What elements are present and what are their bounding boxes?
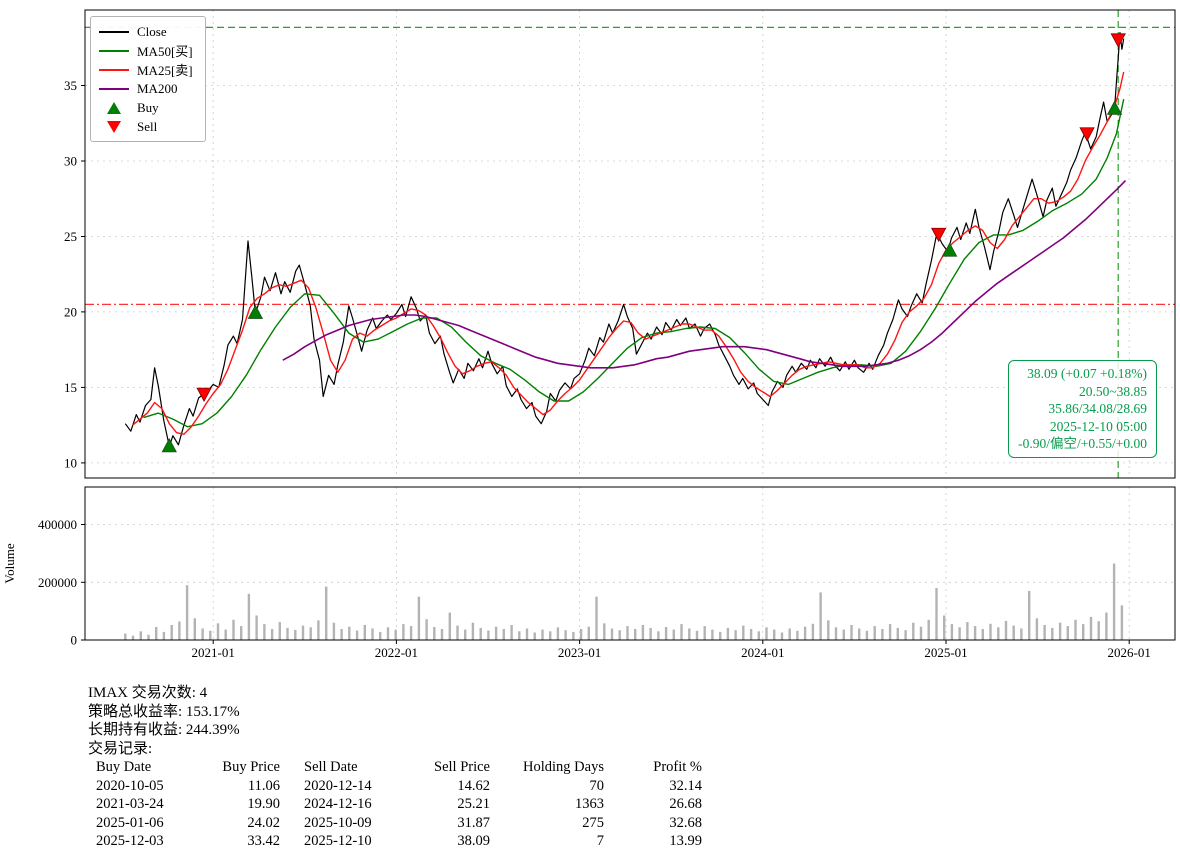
svg-text:25: 25: [64, 229, 77, 244]
trade-record-cell: 2025-01-06: [96, 814, 164, 831]
trade-record-cell: 2021-03-24: [96, 796, 164, 812]
buy-markers: [161, 100, 1123, 453]
trade-record-cell: 26.68: [669, 796, 702, 812]
trade-table-header: Buy Date Buy Price Sell Date Sell Price Hold…: [92, 758, 718, 777]
svg-text:2026-01: 2026-01: [1108, 645, 1151, 660]
trade-records-table: Buy Date Buy Price Sell Date Sell Price Hold…: [92, 758, 718, 851]
trade-table-col-header: Sell Price: [434, 759, 490, 775]
trade-record-row: 2020-10-05 11.06 2020-12-14 14.62 70 32.14: [92, 777, 718, 796]
hold-return-line: 长期持有收益: 244.39%: [88, 722, 240, 738]
svg-text:2023-01: 2023-01: [558, 645, 601, 660]
annotation-line: 35.86/34.08/28.69: [1048, 401, 1147, 416]
volume-plot-border: [84, 486, 1176, 641]
trade-record-cell: 1363: [575, 796, 604, 812]
trade-record-cell: 70: [589, 777, 605, 794]
trade-record-cell: 25.21: [457, 796, 490, 812]
annotation-line: -0.90/偏空/+0.55/+0.00: [1018, 436, 1147, 451]
series-line-1: [143, 98, 1125, 428]
legend-item: Buy: [99, 98, 193, 117]
trade-table-col-header: Holding Days: [523, 759, 604, 775]
legend-label: MA200: [137, 80, 178, 96]
legend: Close MA50[买] MA25[卖] MA200 Buy Sell: [90, 16, 206, 142]
line-swatch-icon: [99, 87, 129, 90]
trade-record-row: 2021-03-24 19.90 2024-12-16 25.21 1363 26.68: [92, 795, 718, 814]
legend-item: Sell: [99, 117, 193, 136]
trade-record-cell: 7: [596, 833, 604, 849]
trade-table-col-header: Buy Price: [222, 759, 280, 775]
legend-item: MA50[买]: [99, 41, 193, 60]
series-line-0: [124, 31, 1125, 447]
annotation-line: 2025-12-10 05:00: [1049, 418, 1147, 434]
sell-marker-icon: [99, 120, 129, 133]
trade-record-cell: 19.90: [247, 796, 280, 812]
svg-text:2021-01: 2021-01: [192, 645, 235, 660]
buy-marker-icon: [99, 101, 129, 114]
svg-text:2024-01: 2024-01: [741, 645, 784, 660]
trade-record-row: 2025-01-06 24.02 2025-10-09 31.87 275 32.68: [92, 814, 718, 833]
volume-yaxis: 0 200000 400000: [38, 517, 85, 648]
volume-ylabel: Volume: [2, 543, 17, 583]
trade-record-cell: 13.99: [669, 833, 702, 849]
shared-xaxis: 2021-01 2022-01 2023-01 2024-01 2025-01 2026-…: [192, 640, 1151, 660]
trade-table-col-header: Sell Date: [304, 759, 358, 775]
series-line-2: [132, 71, 1125, 435]
trade-record-cell: 32.14: [669, 777, 702, 794]
trade-table-col-header: Profit %: [653, 759, 702, 775]
summary-block: IMAX 交易次数: 4 策略总收益率: 153.17% 长期持有收益: 244…: [88, 684, 718, 851]
trade-record-cell: 14.62: [457, 777, 490, 794]
price-chart: 10 15 20 25 30 35: [64, 9, 1176, 479]
trade-record-cell: 2025-10-09: [304, 814, 372, 831]
trade-record-cell: 2024-12-16: [304, 796, 372, 812]
line-swatch-icon: [99, 49, 129, 52]
annotation-line: 20.50~38.85: [1078, 383, 1147, 399]
svg-text:0: 0: [71, 633, 78, 648]
price-plot-border: [84, 9, 1176, 479]
legend-label: Buy: [137, 99, 159, 115]
volume-bars: [124, 563, 1124, 640]
svg-text:2025-01: 2025-01: [924, 645, 967, 660]
trade-record-cell: 33.42: [247, 833, 280, 849]
trade-record-cell: 11.06: [247, 777, 280, 794]
price-yaxis: 10 15 20 25 30 35: [64, 78, 85, 470]
svg-text:35: 35: [64, 78, 77, 93]
svg-text:20: 20: [64, 304, 77, 319]
price-grid: [85, 10, 1175, 478]
trade-record-cell: 2025-12-03: [96, 833, 164, 849]
trade-record-cell: 2025-12-10: [304, 833, 372, 849]
trade-record-cell: 2020-10-05: [96, 777, 164, 794]
svg-text:30: 30: [64, 154, 77, 169]
svg-text:400000: 400000: [38, 517, 77, 532]
annotation-line: 38.09 (+0.07 +0.18%): [1027, 366, 1147, 381]
trade-record-row: 2025-12-03 33.42 2025-12-10 38.09 7 13.99: [92, 832, 718, 851]
trade-record-cell: 38.09: [457, 833, 490, 849]
legend-label: MA25[卖]: [137, 63, 193, 78]
legend-label: Sell: [137, 118, 158, 134]
line-swatch-icon: [99, 68, 129, 71]
trade-record-cell: 32.68: [669, 814, 702, 831]
trade-record-cell: 31.87: [457, 814, 490, 831]
legend-label: MA50[买]: [137, 44, 193, 59]
trade-count-line: IMAX 交易次数: 4: [88, 685, 208, 701]
svg-text:15: 15: [64, 380, 77, 395]
trade-records-title: 交易记录:: [88, 740, 153, 757]
series-line-3: [282, 180, 1127, 369]
legend-item: Close: [99, 22, 193, 41]
legend-item: MA25[卖]: [99, 60, 193, 79]
trade-record-cell: 2020-12-14: [304, 777, 372, 794]
legend-item: MA200: [99, 79, 193, 98]
volume-chart: 0 200000 400000 2021-01 2022-01 2023-01 2024-0…: [2, 486, 1176, 660]
trade-record-cell: 275: [582, 814, 604, 831]
sell-markers: [196, 33, 1126, 402]
legend-label: Close: [137, 23, 167, 39]
strategy-return-line: 策略总收益率: 153.17%: [88, 703, 240, 720]
line-swatch-icon: [99, 30, 129, 33]
trade-record-cell: 24.02: [247, 814, 280, 831]
trade-table-col-header: Buy Date: [96, 759, 152, 775]
price-annotation: 38.09 (+0.07 +0.18%) 20.50~38.85 35.86/34.…: [1008, 360, 1157, 458]
svg-text:2022-01: 2022-01: [375, 645, 418, 660]
svg-text:10: 10: [64, 455, 77, 470]
svg-text:200000: 200000: [38, 575, 77, 590]
